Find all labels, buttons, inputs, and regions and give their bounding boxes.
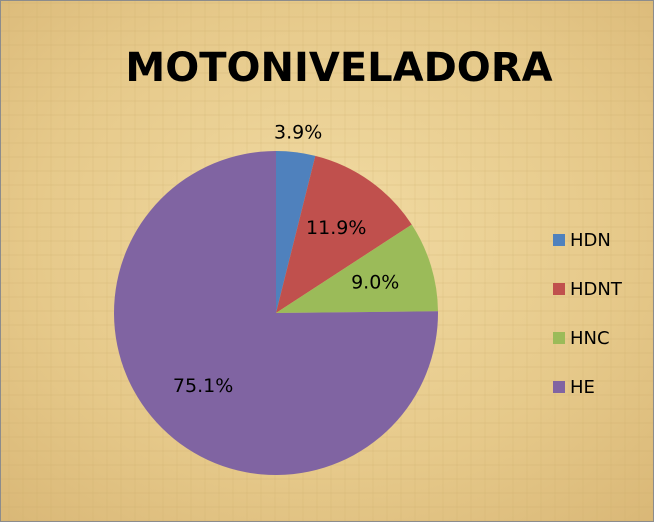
legend-label: HNC — [570, 328, 610, 349]
pie-slice — [276, 151, 316, 313]
pie-slice — [113, 151, 438, 475]
legend-swatch — [553, 283, 565, 295]
legend-swatch — [553, 332, 565, 344]
legend-swatch — [553, 381, 565, 393]
data-label: 11.9% — [306, 217, 366, 239]
legend-label: HDN — [570, 230, 611, 251]
pie-slice — [276, 224, 438, 313]
data-label: 3.9% — [274, 121, 322, 143]
data-label: 9.0% — [351, 271, 399, 293]
data-label: 75.1% — [173, 375, 233, 397]
legend-swatch — [553, 234, 565, 246]
legend-label: HDNT — [570, 279, 623, 300]
chart-title: MOTONIVELADORA — [125, 45, 552, 91]
pie-slice — [276, 155, 412, 313]
legend-label: HE — [570, 377, 595, 398]
